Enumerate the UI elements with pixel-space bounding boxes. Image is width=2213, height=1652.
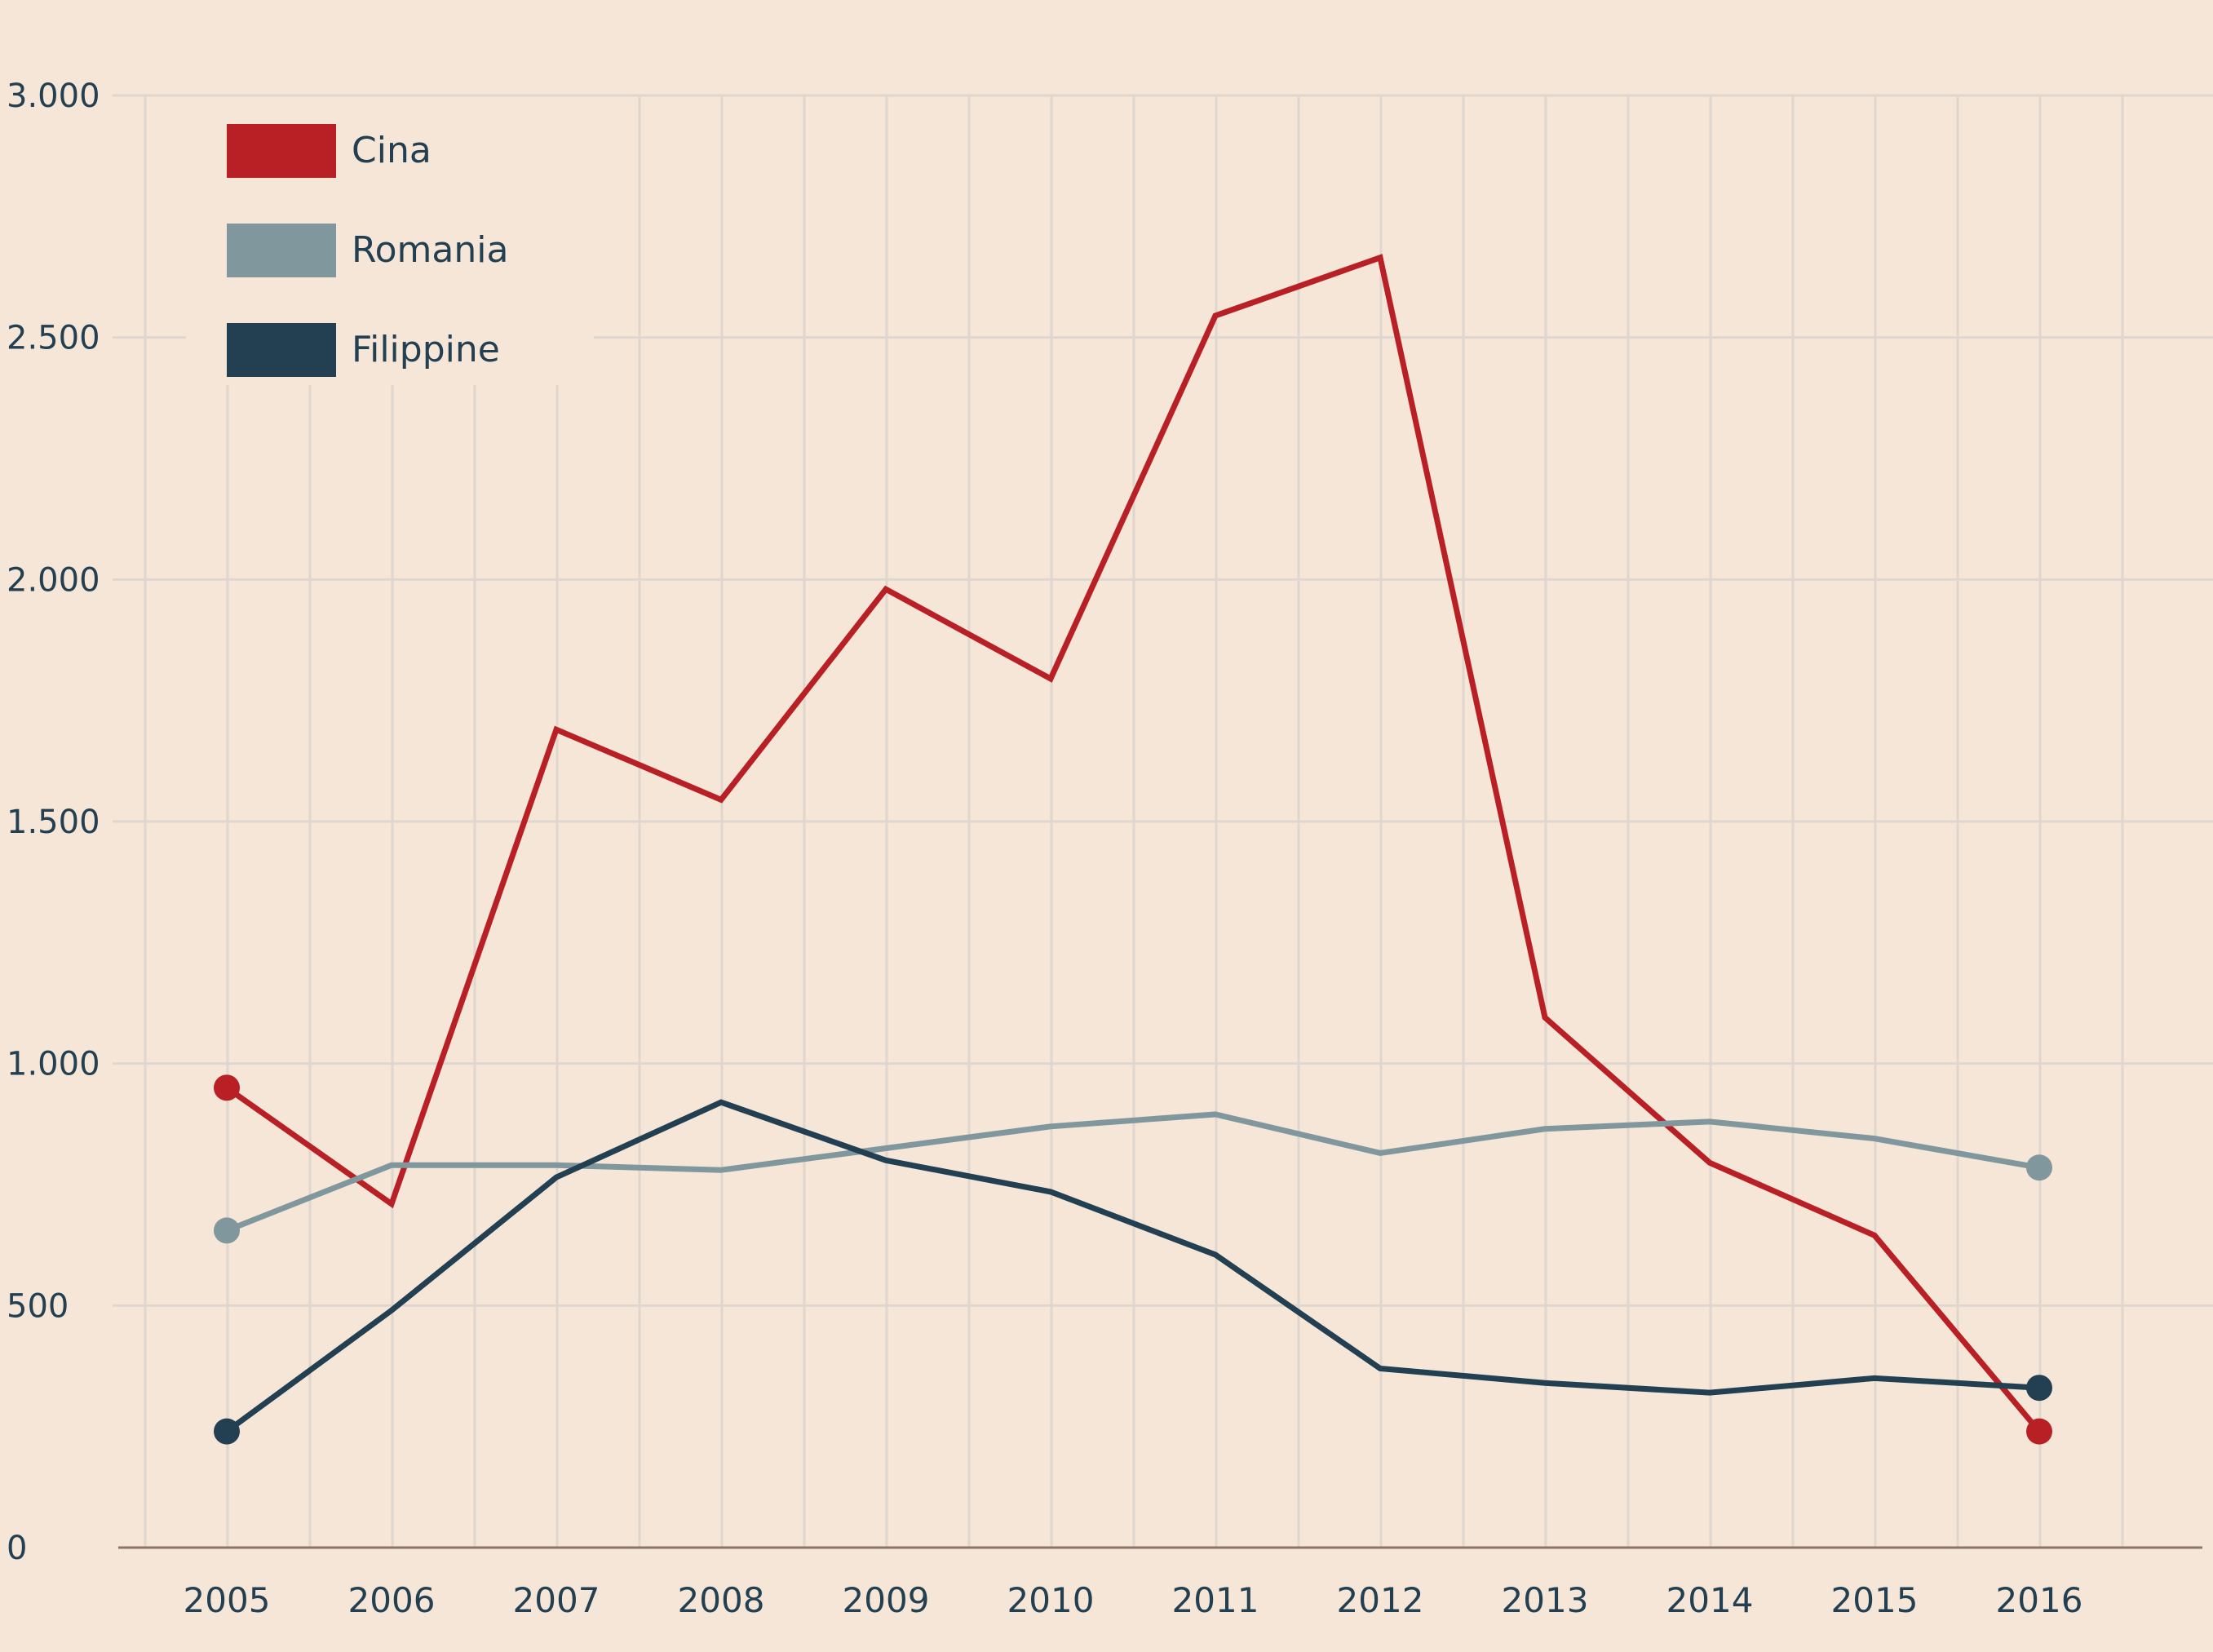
series-endpoint-marker	[2026, 1154, 2052, 1181]
legend-swatch	[227, 224, 336, 277]
y-tick-label: 1.500	[7, 804, 100, 841]
grid-lines	[113, 94, 2213, 1548]
legend-swatch	[227, 124, 336, 178]
y-tick-label: 3.000	[7, 78, 100, 115]
legend-swatch	[227, 323, 336, 377]
series-endpoint-marker	[214, 1418, 240, 1445]
x-tick-label: 2011	[1172, 1580, 1259, 1620]
x-tick-label: 2009	[843, 1580, 930, 1620]
legend: Cina Romania Filippine	[227, 124, 508, 377]
series-endpoint-marker	[214, 1217, 240, 1244]
series-line	[224, 254, 2042, 1433]
y-tick-label: 2.000	[7, 561, 100, 599]
x-tick-label: 2016	[1996, 1580, 2083, 1620]
legend-label: Filippine	[352, 329, 500, 370]
x-tick-label: 2010	[1007, 1580, 1095, 1620]
x-tick-label: 2015	[1831, 1580, 1919, 1620]
y-tick-label: 0	[7, 1530, 27, 1567]
series-endpoint-marker	[2026, 1418, 2052, 1445]
series-lines	[214, 254, 2052, 1445]
x-tick-label: 2006	[348, 1580, 436, 1620]
axes: 0 500 1.000 1.500 2.000 2.500 3.000 2005 2006 200…	[7, 78, 2202, 1620]
x-tick-label: 2007	[513, 1580, 600, 1620]
legend-label: Cina	[352, 130, 432, 171]
legend-label: Romania	[352, 229, 508, 271]
x-tick-label: 2012	[1337, 1580, 1424, 1620]
x-tick-label: 2008	[678, 1580, 765, 1620]
y-tick-label: 1.000	[7, 1046, 100, 1083]
series-line	[224, 1099, 2040, 1434]
series-endpoint-marker	[2026, 1375, 2052, 1402]
x-tick-label: 2005	[184, 1580, 271, 1620]
y-tick-label: 500	[7, 1287, 69, 1325]
y-tick-label: 2.500	[7, 320, 100, 357]
series-line	[225, 1111, 2040, 1233]
series-endpoint-marker	[214, 1074, 240, 1101]
x-tick-label: 2014	[1666, 1580, 1754, 1620]
x-tick-label: 2013	[1502, 1580, 1589, 1620]
